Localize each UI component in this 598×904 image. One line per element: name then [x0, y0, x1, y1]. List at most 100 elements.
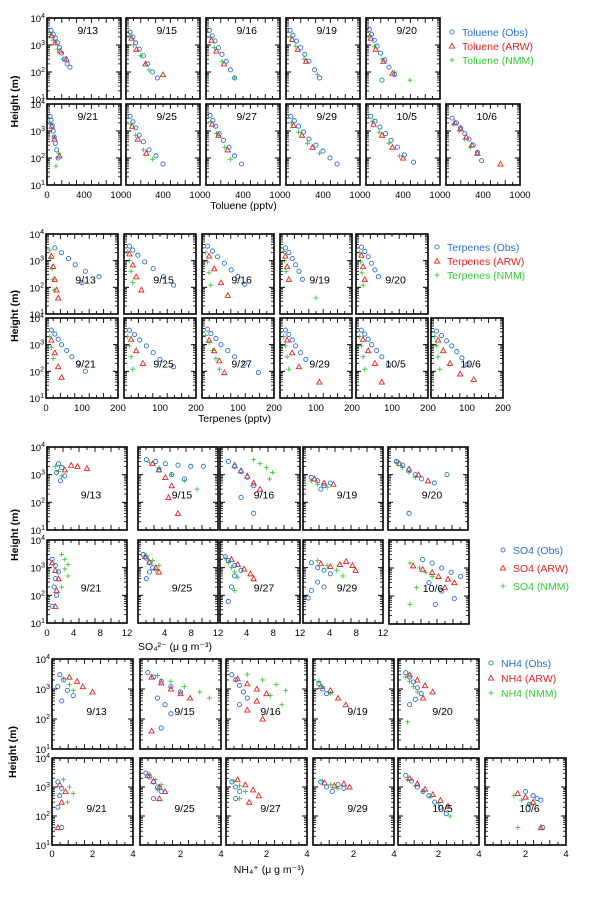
obs-point — [52, 140, 58, 146]
panel-date-label: 9/27 — [231, 359, 252, 371]
arw-point — [208, 120, 216, 127]
panel-date-label: 9/29 — [347, 803, 368, 815]
obs-point — [286, 331, 292, 338]
x-axis-label: SO₄²⁻ (μ g m⁻³) — [138, 641, 212, 653]
x-tick-label: 200 — [110, 403, 126, 414]
obs-point — [226, 144, 232, 150]
obs-point — [382, 131, 389, 137]
panel-9-15: 9/15 — [123, 233, 197, 315]
obs-point — [362, 331, 368, 337]
legend-entry: Terpenes (Obs) — [447, 242, 519, 254]
x-tick-label: 200 — [266, 403, 282, 414]
arw-point — [237, 467, 245, 474]
obs-point — [136, 132, 142, 138]
obs-point — [54, 147, 60, 153]
obs-point — [403, 772, 409, 779]
obs-point — [369, 260, 375, 266]
x-tick-label: 4 — [304, 849, 309, 860]
obs-point — [145, 61, 151, 67]
y-tick-label: 102 — [31, 497, 46, 509]
panel-date-label: 9/20 — [422, 489, 443, 501]
nmm-point — [257, 461, 263, 467]
obs-point — [232, 153, 238, 159]
arw-point — [378, 131, 386, 138]
legend: SO4 (Obs) SO4 (ARW) SO4 (NMM) — [499, 545, 569, 593]
x-tick-label: 2 — [90, 849, 95, 860]
obs-point — [76, 360, 82, 366]
obs-point — [408, 778, 415, 784]
arw-point — [54, 294, 62, 301]
arw-point — [283, 263, 291, 270]
obs-point — [238, 494, 244, 501]
obs-point — [341, 785, 347, 791]
obs-point — [162, 702, 168, 708]
nmm-point — [413, 585, 419, 591]
nmm-point — [433, 343, 439, 349]
obs-point — [143, 555, 149, 561]
obs-point — [133, 125, 139, 131]
arw-point — [316, 378, 323, 385]
obs-point — [207, 112, 213, 118]
obs-point — [208, 331, 214, 337]
obs-point — [227, 67, 233, 73]
legend-entry: Toluene (NMM) — [462, 55, 534, 67]
obs-point — [242, 281, 248, 287]
obs-point — [419, 476, 425, 482]
obs-point — [453, 120, 459, 126]
obs-point — [49, 122, 55, 129]
arw-point — [439, 347, 447, 354]
obs-point — [244, 695, 250, 701]
obs-point — [282, 245, 288, 251]
obs-point — [177, 689, 184, 695]
obs-point — [233, 795, 239, 802]
y-axis-label: Height (m) — [7, 726, 19, 778]
x-tick-label: 2 — [351, 849, 356, 860]
arw-point — [83, 464, 91, 471]
panel-10-5: 10/5 — [355, 317, 429, 399]
obs-point — [401, 152, 407, 158]
obs-point — [171, 364, 177, 370]
arw-point — [247, 570, 254, 577]
nmm-point — [197, 689, 203, 695]
obs-point — [444, 338, 450, 344]
obs-point — [150, 795, 157, 802]
panel-9-25: 9/25 — [123, 317, 197, 399]
obs-point — [366, 26, 372, 32]
nmm-point — [519, 797, 525, 803]
panel-9-19: 9/19 — [285, 17, 361, 100]
obs-point — [225, 598, 231, 605]
x-tick-label: 100 — [384, 403, 400, 414]
nmm-point — [283, 268, 289, 274]
y-tick-label: 102 — [30, 282, 45, 294]
arw-point — [298, 131, 306, 138]
panel-9-27: 9/27 — [201, 317, 275, 399]
arw-point — [215, 357, 223, 364]
obs-point — [412, 472, 418, 478]
nmm-point — [62, 556, 68, 562]
arw-point — [380, 57, 387, 64]
nmm-point — [138, 53, 144, 59]
y-tick-label: 104 — [30, 229, 45, 241]
obs-point — [403, 670, 409, 676]
panel-frame — [312, 658, 395, 750]
arw-point — [168, 482, 176, 489]
arw-point — [288, 349, 296, 356]
obs-point — [300, 129, 306, 135]
obs-point — [293, 262, 299, 268]
panel-10-5: 10/5 — [397, 757, 480, 846]
arw-point — [359, 263, 367, 270]
obs-point — [420, 788, 426, 795]
arw-point — [364, 347, 372, 354]
obs-point — [378, 50, 384, 56]
arw-point — [51, 349, 59, 356]
x-tick-label: 4 — [563, 849, 568, 860]
legend-entry: Toluene (ARW) — [462, 41, 533, 53]
panel-10-6: 10/6 — [388, 539, 470, 625]
y-tick-label: 104 — [31, 535, 46, 547]
arw-point — [434, 336, 442, 343]
nmm-point — [437, 366, 443, 372]
obs-point — [374, 348, 380, 354]
panel-date-label: 9/13 — [77, 25, 98, 37]
nmm-point — [213, 356, 219, 362]
arw-point — [342, 557, 350, 564]
